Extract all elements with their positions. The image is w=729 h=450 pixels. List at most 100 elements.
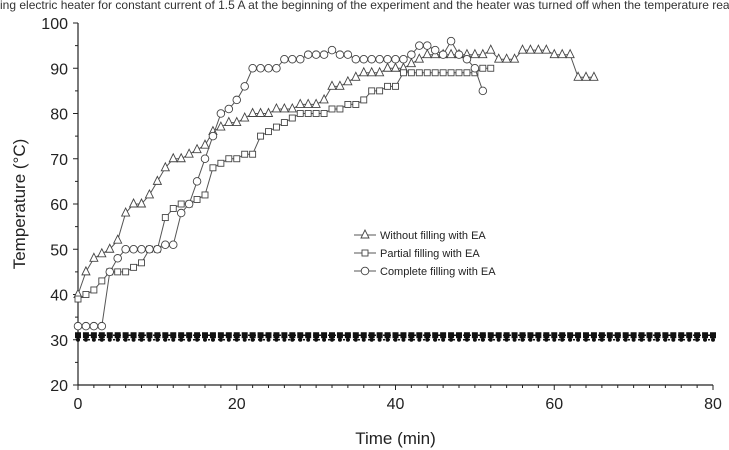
data-point — [240, 82, 249, 91]
data-point — [296, 54, 305, 64]
data-point — [591, 337, 596, 342]
data-point — [123, 337, 128, 342]
data-point — [448, 332, 455, 339]
data-point — [702, 332, 709, 339]
data-point — [249, 150, 257, 158]
data-point — [423, 69, 431, 77]
data-point — [375, 54, 384, 64]
data-point — [122, 332, 129, 339]
data-point — [384, 332, 391, 339]
data-point — [282, 337, 287, 342]
data-point — [130, 332, 137, 339]
y-tick-label: 50 — [50, 242, 68, 259]
data-point — [614, 332, 621, 339]
data-point — [200, 139, 210, 149]
y-tick-label: 90 — [50, 61, 68, 78]
data-point — [454, 50, 464, 59]
data-point — [557, 48, 567, 59]
data-point — [201, 191, 209, 199]
data-point — [391, 54, 400, 64]
data-point — [463, 69, 471, 77]
data-point — [441, 337, 446, 342]
data-point — [274, 337, 279, 342]
data-point — [99, 337, 104, 342]
data-point — [74, 295, 82, 303]
data-point — [216, 121, 226, 131]
data-point — [154, 332, 161, 339]
data-point — [186, 332, 193, 339]
data-point — [247, 107, 258, 117]
data-point — [335, 50, 345, 59]
data-point — [654, 332, 661, 339]
data-point — [256, 63, 265, 73]
data-point — [393, 337, 398, 342]
data-point — [311, 98, 321, 108]
data-point — [415, 41, 424, 50]
data-point — [266, 337, 271, 342]
data-point — [431, 69, 439, 77]
data-point — [541, 44, 552, 54]
data-point — [471, 332, 478, 339]
data-point — [335, 80, 345, 90]
data-point — [543, 332, 550, 339]
data-point — [168, 240, 178, 249]
data-point — [694, 332, 701, 339]
data-point — [343, 75, 353, 86]
data-point — [112, 234, 123, 244]
data-point — [401, 337, 406, 342]
data-point — [560, 337, 565, 342]
data-point — [487, 64, 495, 72]
data-point — [264, 63, 273, 73]
data-point — [520, 337, 525, 342]
data-point — [328, 105, 336, 113]
data-point — [313, 332, 320, 339]
data-point — [248, 63, 257, 73]
data-point — [107, 337, 112, 342]
data-series-4 — [76, 337, 715, 342]
data-point — [457, 337, 461, 342]
data-point — [639, 337, 644, 342]
chart-legend: Without filling with EA Partial filling w… — [354, 228, 496, 278]
data-point — [479, 64, 487, 72]
data-point — [241, 150, 249, 158]
data-point — [343, 50, 353, 59]
data-point — [312, 110, 320, 117]
x-tick-label: 80 — [704, 396, 722, 413]
data-point — [327, 80, 337, 90]
data-point — [359, 66, 369, 77]
data-point — [225, 155, 233, 163]
data-point — [576, 337, 581, 342]
data-point — [479, 332, 486, 339]
data-point — [98, 332, 105, 339]
data-point — [400, 332, 407, 339]
data-point — [703, 337, 708, 342]
data-point — [232, 95, 241, 105]
data-point — [75, 332, 81, 339]
data-point — [536, 337, 541, 342]
data-point — [81, 265, 91, 276]
data-point — [296, 110, 304, 117]
data-point — [455, 69, 463, 77]
data-point — [320, 110, 328, 117]
data-point — [202, 332, 208, 339]
data-point — [462, 54, 472, 64]
data-point — [456, 332, 462, 339]
data-point — [178, 332, 185, 339]
data-point — [415, 69, 423, 77]
data-point — [98, 277, 106, 285]
data-point — [295, 98, 305, 108]
data-point — [168, 152, 178, 163]
legend-marker — [360, 266, 370, 276]
data-point — [345, 337, 350, 342]
data-point — [493, 53, 504, 63]
series-line — [77, 49, 594, 295]
data-point — [549, 48, 559, 59]
data-point — [242, 337, 247, 342]
data-point — [438, 50, 448, 59]
data-point — [552, 337, 557, 342]
data-point — [390, 62, 401, 72]
data-point — [311, 50, 321, 59]
data-point — [257, 132, 265, 140]
data-point — [250, 337, 255, 342]
data-point — [503, 332, 510, 339]
